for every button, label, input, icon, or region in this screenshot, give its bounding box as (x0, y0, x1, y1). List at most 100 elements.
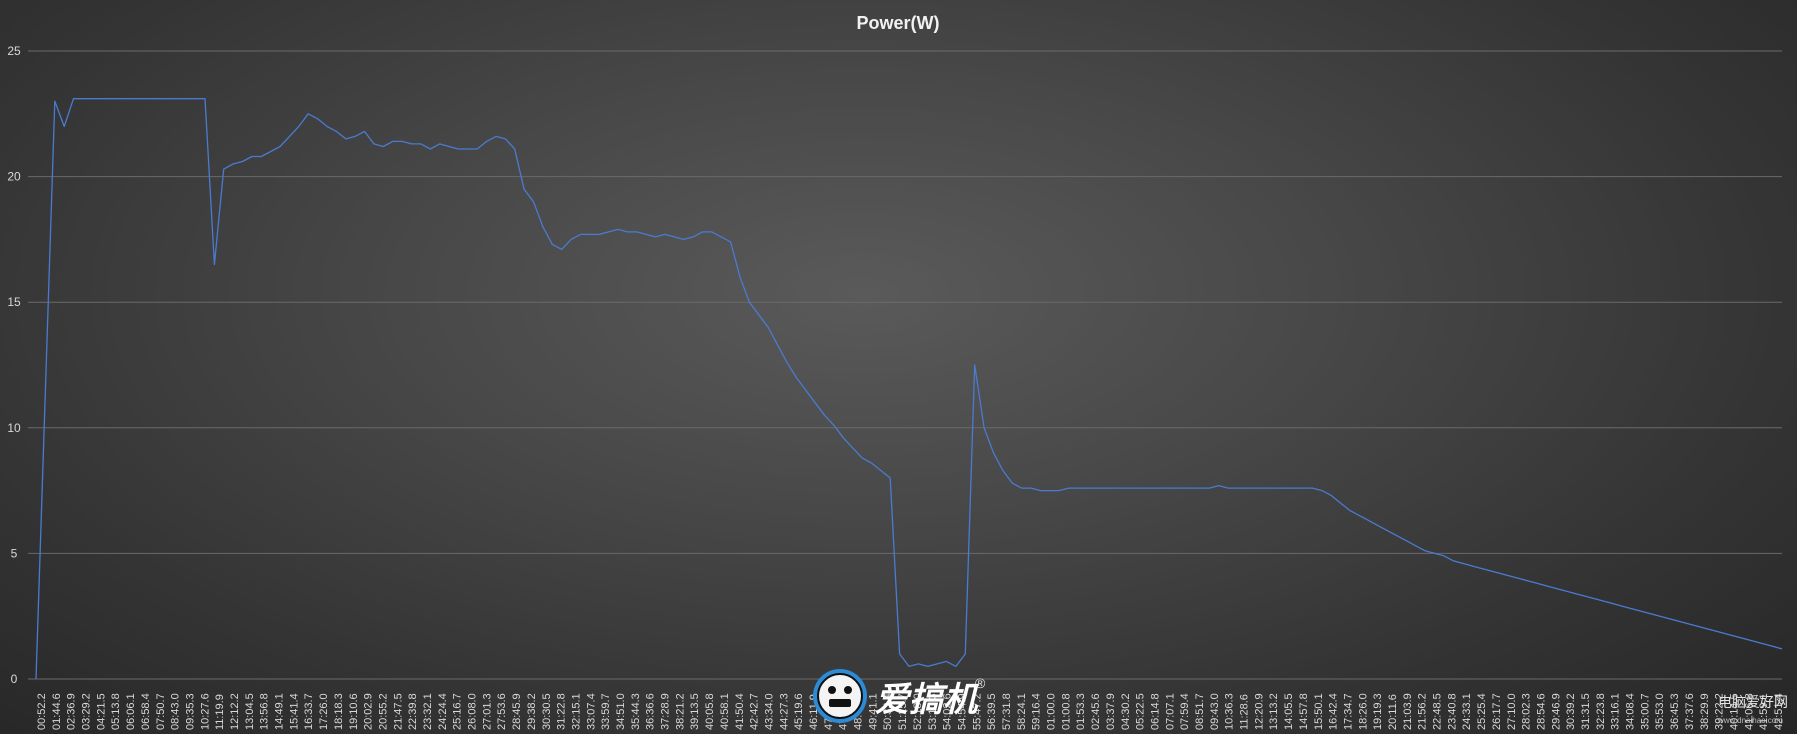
brand-text: 爱搞机 (875, 681, 979, 719)
site-url: www.dnaihao.com (1717, 716, 1783, 725)
x-tick-label: 13:13.2 (1268, 693, 1280, 730)
x-tick-label: 22:48.5 (1432, 693, 1444, 730)
x-tick-label: 08:51.7 (1194, 693, 1206, 730)
x-tick-label: 39:13.5 (689, 693, 701, 730)
x-tick-label: 38:29.9 (1699, 693, 1711, 730)
x-tick-label: 30:39.2 (1565, 693, 1577, 730)
x-tick-label: 26:17.7 (1491, 693, 1503, 730)
x-tick-label: 53:10.3 (927, 693, 939, 730)
x-tick-label: 30:30.5 (541, 693, 553, 730)
x-tick-label: 24:33.1 (1461, 693, 1473, 730)
x-tick-label: 44:27.3 (778, 693, 790, 730)
x-tick-label: 41:06.8 (1743, 693, 1755, 730)
x-tick-label: 55:47.2 (971, 693, 983, 730)
x-tick-label: 42:51.4 (1773, 693, 1785, 730)
x-tick-label: 21:56.2 (1417, 693, 1429, 730)
x-tick-label: 09:43.0 (1209, 693, 1221, 730)
x-tick-label: 10:27.6 (199, 693, 211, 730)
x-tick-label: 12:12.2 (229, 693, 241, 730)
x-tick-label: 35:00.7 (1639, 693, 1651, 730)
grid-lines (28, 50, 1782, 680)
x-tick-label: 14:49.1 (274, 693, 286, 730)
x-tick-label: 07:50.7 (155, 693, 167, 730)
x-tick-label: 38:21.2 (674, 693, 686, 730)
x-tick-label: 14:57.8 (1298, 693, 1310, 730)
mascot-eye-icon (844, 686, 852, 694)
x-tick-label: 37:37.6 (1684, 693, 1696, 730)
x-tick-label: 41:59.1 (1758, 693, 1770, 730)
x-tick-label: 14:05.5 (1283, 693, 1295, 730)
x-tick-label: 18:18.3 (333, 693, 345, 730)
mascot-face-icon (817, 673, 863, 719)
x-tick-label: 07:07.1 (1164, 693, 1176, 730)
x-tick-label: 01:00.8 (1060, 693, 1072, 730)
x-tick-label: 49:41.1 (867, 693, 879, 730)
x-tick-label: 57:31.8 (1001, 693, 1013, 730)
x-tick-label: 43:34.0 (764, 693, 776, 730)
x-tick-label: 10:36.3 (1224, 693, 1236, 730)
x-tick-label: 52:18.0 (912, 693, 924, 730)
x-tick-label: 25:25.4 (1476, 693, 1488, 730)
series-layer (35, 98, 1783, 680)
x-tick-label: 32:23.8 (1595, 693, 1607, 730)
x-tick-label: 54:54.9 (957, 693, 969, 730)
x-tick-label: 01:00.0 (1046, 693, 1058, 730)
mascot-mouth-icon (829, 699, 851, 707)
x-tick-label: 54:02.6 (942, 693, 954, 730)
x-tick-label: 00:52.2 (36, 693, 48, 730)
x-tick-label: 36:45.3 (1669, 693, 1681, 730)
x-tick-label: 33:07.4 (585, 693, 597, 730)
x-tick-label: 21:47.5 (392, 693, 404, 730)
site-name: 电脑爱好网 (1718, 694, 1788, 710)
y-tick-label: 0 (11, 672, 18, 686)
x-tick-label: 04:30.2 (1120, 693, 1132, 730)
x-tick-label: 29:46.9 (1550, 693, 1562, 730)
y-tick-label: 20 (7, 170, 21, 184)
x-tick-label: 13:56.8 (259, 693, 271, 730)
x-tick-label: 03:29.2 (81, 693, 93, 730)
x-tick-label: 40:05.8 (704, 693, 716, 730)
series-line (35, 98, 1783, 680)
mascot-eye-icon (828, 686, 836, 694)
x-tick-label: 36:36.6 (645, 693, 657, 730)
x-tick-label: 03:37.9 (1105, 693, 1117, 730)
x-tick-label: 02:45.6 (1090, 693, 1102, 730)
x-tick-label: 05:22.5 (1135, 693, 1147, 730)
x-tick-label: 16:33.7 (303, 693, 315, 730)
x-tick-label: 40:14.5 (1729, 693, 1741, 730)
x-tick-label: 59:16.4 (1031, 693, 1043, 730)
x-tick-label: 32:15.1 (571, 693, 583, 730)
x-tick-label: 29:38.2 (526, 693, 538, 730)
x-tick-label: 28:54.6 (1536, 693, 1548, 730)
x-tick-label: 21:03.9 (1402, 693, 1414, 730)
x-tick-label: 27:01.3 (481, 693, 493, 730)
x-tick-label: 11:19.9 (214, 694, 226, 730)
watermark-logo: 爱搞机 ® (813, 669, 986, 723)
x-tick-label: 08:43.0 (170, 693, 182, 730)
x-axis: 00:52.2 01:44.6 02:36.9 03:29.2 04:21.5 05:13… (36, 693, 1785, 730)
x-tick-label: 20:55.2 (378, 693, 390, 730)
x-tick-label: 15:41.4 (288, 693, 300, 730)
x-tick-label: 28:02.3 (1521, 693, 1533, 730)
x-tick-label: 26:08.0 (467, 693, 479, 730)
x-tick-label: 56:39.5 (986, 693, 998, 730)
x-tick-label: 34:08.4 (1625, 693, 1637, 730)
x-tick-label: 20:02.9 (363, 693, 375, 730)
x-tick-label: 05:13.8 (110, 693, 122, 730)
x-tick-label: 23:32.1 (422, 693, 434, 730)
x-tick-label: 31:22.8 (556, 693, 568, 730)
x-tick-label: 20:11.6 (1387, 694, 1399, 730)
x-tick-label: 33:59.7 (600, 693, 612, 730)
x-tick-label: 11:28.6 (1239, 694, 1251, 730)
x-tick-label: 12:20.9 (1253, 693, 1265, 730)
x-tick-label: 37:28.9 (660, 693, 672, 730)
x-tick-label: 31:31.5 (1580, 693, 1592, 730)
x-tick-label: 17:34.7 (1343, 693, 1355, 730)
x-tick-label: 33:16.1 (1610, 693, 1622, 730)
x-tick-label: 42:42.7 (749, 693, 761, 730)
x-tick-label: 23:40.8 (1446, 693, 1458, 730)
y-tick-label: 25 (7, 44, 21, 58)
x-tick-label: 35:53.0 (1654, 693, 1666, 730)
